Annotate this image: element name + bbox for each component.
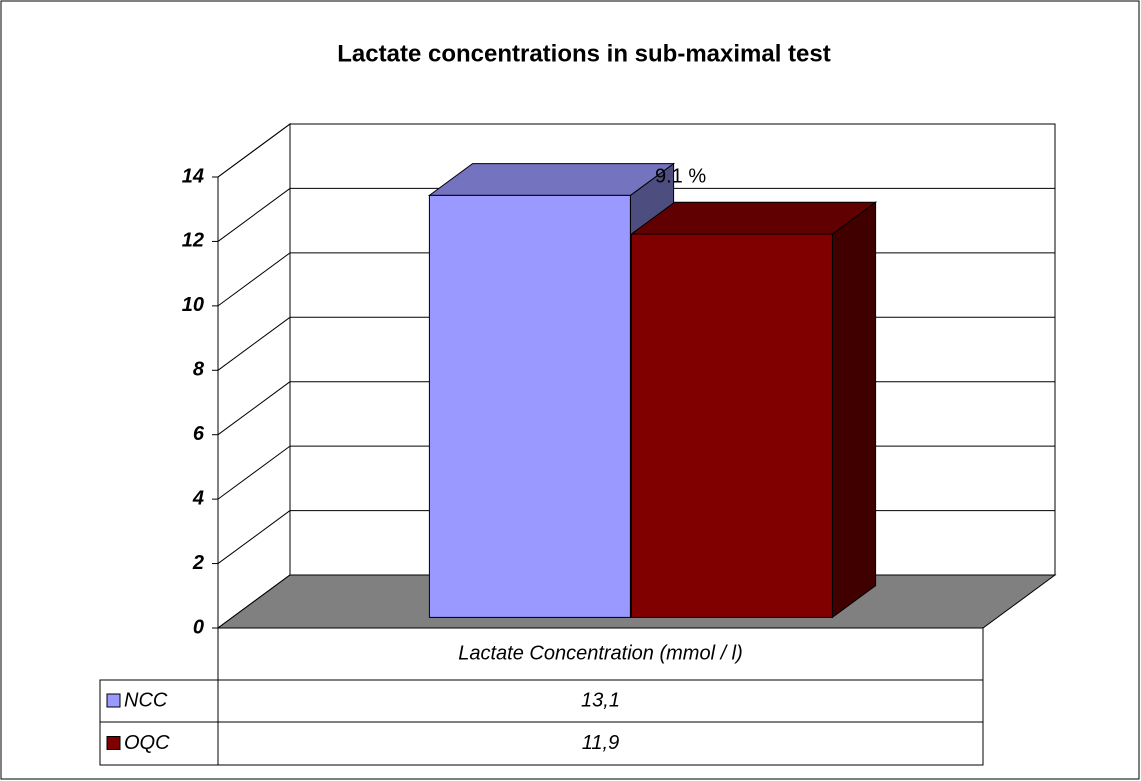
annotation: 9.1 %: [655, 165, 706, 187]
legend-label: NCC: [124, 689, 168, 711]
y-tick-label: 2: [192, 552, 204, 574]
bar-top: [629, 201, 878, 235]
grid-line: [217, 252, 291, 307]
bar-side: [831, 201, 877, 619]
grid-line: [217, 381, 291, 436]
table-value: 11,9: [582, 732, 619, 754]
grid-line: [217, 316, 291, 371]
table-row: [99, 721, 984, 766]
y-tick-label: 6: [193, 423, 205, 445]
side-wall: [217, 123, 291, 629]
table-header-cell: [217, 627, 984, 681]
bar: [428, 194, 631, 618]
grid-line: [217, 123, 291, 178]
y-tick-label: 0: [193, 616, 204, 638]
grid-line: [217, 510, 291, 564]
bar-top: [427, 163, 676, 196]
y-tick-label: 12: [182, 230, 204, 252]
y-tick-label: 8: [193, 359, 205, 381]
grid-line: [217, 445, 291, 500]
y-tick-label: 10: [182, 294, 204, 316]
chart-title: Lactate concentrations in sub-maximal te…: [337, 40, 830, 67]
bar: [630, 233, 833, 618]
legend-key: [106, 736, 121, 750]
table-value: 13,1: [581, 689, 620, 711]
y-tick-label: 4: [192, 487, 204, 509]
table-category: Lactate Concentration (mmol / l): [458, 642, 743, 664]
grid-line: [217, 188, 291, 242]
y-tick-label: 14: [182, 165, 204, 187]
legend-key: [106, 693, 121, 708]
legend-label: OQC: [124, 732, 170, 754]
